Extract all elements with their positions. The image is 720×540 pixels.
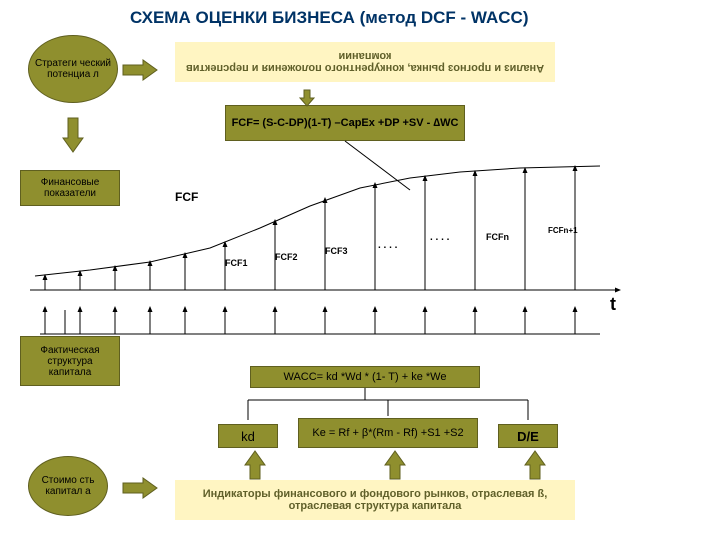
actual-structure-box: Фактическая структура капитала <box>20 336 120 386</box>
fcf-label: FCF <box>175 190 198 204</box>
fact-struct-text: Фактическая структура капитала <box>25 345 115 378</box>
kd-text: kd <box>241 429 255 444</box>
dots2-label: . . . . <box>430 232 449 243</box>
analysis-text: Анализ и прогноз рынка, конкурентного по… <box>180 50 550 74</box>
fcf3-label: FCF3 <box>325 246 348 256</box>
strategic-potential-ellipse: Стратеги ческий потенциа л <box>28 35 118 103</box>
wacc-text: WACC= kd *Wd * (1- T) + ke *We <box>283 371 446 383</box>
kd-box: kd <box>218 424 278 448</box>
fcf2-label: FCF2 <box>275 252 298 262</box>
dots1-label: . . . . <box>378 240 397 251</box>
ke-box: Ke = Rf + β*(Rm - Rf) +S1 +S2 <box>298 418 478 448</box>
t-axis-label: t <box>610 294 616 315</box>
fcf-formula-text: FCF= (S-C-DP)(1-T) –CapEx +DP +SV - ∆WC <box>232 117 459 129</box>
market-ind-text: Индикаторы финансового и фондового рынко… <box>180 488 570 512</box>
fcfn-label: FCFn <box>486 232 509 242</box>
cost-of-capital-ellipse: Стоимо сть капитал а <box>28 456 108 516</box>
de-box: D/E <box>498 424 558 448</box>
de-text: D/E <box>517 429 539 444</box>
financial-indicators-box: Финансовые показатели <box>20 170 120 206</box>
fcf1-label: FCF1 <box>225 258 248 268</box>
cost-text: Стоимо сть капитал а <box>33 475 103 497</box>
analysis-box: Анализ и прогноз рынка, конкурентного по… <box>175 42 555 82</box>
fin-ind-text: Финансовые показатели <box>25 177 115 199</box>
ke-text: Ke = Rf + β*(Rm - Rf) +S1 +S2 <box>312 427 463 439</box>
fcfn1-label: FCFn+1 <box>548 226 578 235</box>
market-indicators-box: Индикаторы финансового и фондового рынко… <box>175 480 575 520</box>
fcf-formula-box: FCF= (S-C-DP)(1-T) –CapEx +DP +SV - ∆WC <box>225 105 465 141</box>
strategic-text: Стратеги ческий потенциа л <box>33 58 113 80</box>
page-title: СХЕМА ОЦЕНКИ БИЗНЕСА (метод DCF - WACC) <box>130 8 529 28</box>
wacc-box: WACC= kd *Wd * (1- T) + ke *We <box>250 366 480 388</box>
